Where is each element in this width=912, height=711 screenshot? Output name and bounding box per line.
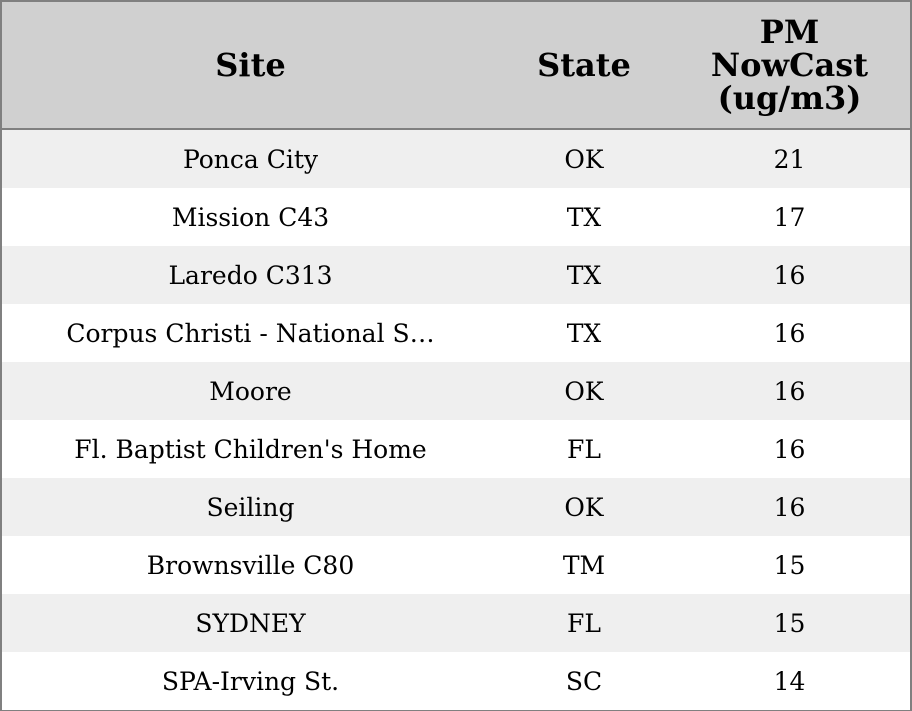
header-row: Site State PM NowCast (ug/m3): [2, 2, 910, 130]
table-cell: SC: [565, 666, 603, 696]
table-row: SPA-Irving St. SC 14: [2, 652, 910, 710]
table-row: Mission C43 TX 17: [2, 188, 910, 246]
table-cell: FL: [567, 608, 601, 638]
header-text: State: [537, 45, 631, 84]
header-cell: State: [499, 2, 669, 130]
table-row: Fl. Baptist Children's Home FL 16: [2, 420, 910, 478]
table-cell: Ponca City: [182, 144, 319, 174]
table-cell: OK: [564, 144, 604, 174]
table-cell: Fl. Baptist Children's Home: [74, 434, 427, 464]
table-cell: OK: [564, 492, 604, 522]
header-text: PM NowCast (ug/m3): [710, 12, 869, 117]
table-cell: TX: [566, 260, 602, 290]
table-cell: 16: [773, 434, 806, 464]
table-cell: Corpus Christi - National S…: [66, 318, 435, 348]
table-cell: 16: [773, 492, 806, 522]
table-cell: FL: [567, 434, 601, 464]
header-cell: Site: [2, 2, 499, 130]
table-cell: SPA-Irving St.: [161, 666, 340, 696]
header-cell: PM NowCast (ug/m3): [669, 2, 910, 130]
table-row: Brownsville C80 TM 15: [2, 536, 910, 594]
table-cell: SYDNEY: [195, 608, 306, 638]
table-body: Ponca City OK 21 Mission C43 TX 17 Laredo C313…: [2, 129, 910, 710]
table-cell: Brownsville C80: [146, 550, 355, 580]
table-row: Corpus Christi - National S… TX 16: [2, 304, 910, 362]
table-cell: 16: [773, 376, 806, 406]
table-cell: 17: [773, 202, 806, 232]
table-cell: TX: [566, 318, 602, 348]
table-cell: TM: [562, 550, 606, 580]
table-header: Site State PM NowCast (ug/m3): [2, 2, 910, 130]
table-cell: 21: [773, 144, 806, 174]
table-row: Seiling OK 16: [2, 478, 910, 536]
table-cell: Seiling: [206, 492, 295, 522]
table-row: Laredo C313 TX 16: [2, 246, 910, 304]
table-cell: 16: [773, 260, 806, 290]
table-cell: 16: [773, 318, 806, 348]
table-row: Moore OK 16: [2, 362, 910, 420]
table-cell: Laredo C313: [168, 260, 333, 290]
table-cell: Mission C43: [171, 202, 330, 232]
table-row: Ponca City OK 21: [2, 129, 910, 188]
table-cell: 14: [773, 666, 806, 696]
table-cell: 15: [773, 608, 806, 638]
header-text: Site: [215, 45, 286, 84]
table-cell: 15: [773, 550, 806, 580]
table-cell: Moore: [209, 376, 292, 406]
table-cell: OK: [564, 376, 604, 406]
table-row: SYDNEY FL 15: [2, 594, 910, 652]
table-cell: TX: [566, 202, 602, 232]
